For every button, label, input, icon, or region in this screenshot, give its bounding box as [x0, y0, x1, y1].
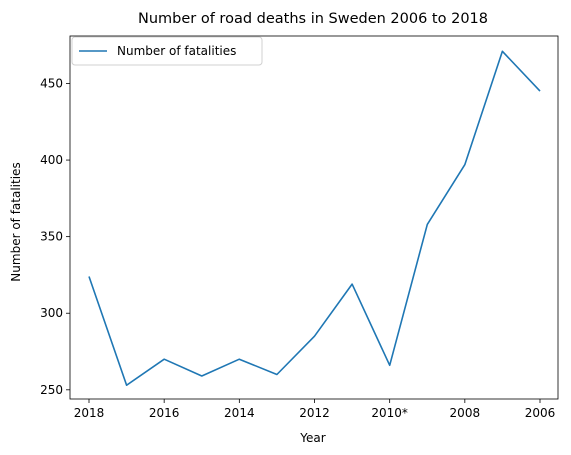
axes-frame — [69, 35, 559, 400]
legend: Number of fatalities — [71, 36, 263, 66]
x-tick-label: 2010* — [371, 406, 408, 420]
series-line — [88, 50, 541, 387]
y-tick-label: 400 — [40, 153, 63, 167]
legend-label: Number of fatalities — [117, 44, 236, 58]
x-tick-label: 2014 — [224, 406, 255, 420]
y-tick-label: 350 — [40, 230, 63, 244]
x-tick-label: 2006 — [525, 406, 556, 420]
legend-box — [71, 36, 263, 66]
y-tick-label: 250 — [40, 383, 63, 397]
x-tick-label: 2018 — [74, 406, 105, 420]
x-axis-label: Year — [299, 431, 325, 445]
chart-title: Number of road deaths in Sweden 2006 to … — [138, 11, 488, 27]
x-tick-label: 2012 — [299, 406, 330, 420]
y-tick-label: 300 — [40, 306, 63, 320]
x-tick-label: 2008 — [450, 406, 481, 420]
x-tick-label: 2016 — [149, 406, 180, 420]
y-axis-label: Number of fatalities — [9, 162, 23, 281]
plot-area: 250 300 350 400 450 2018 2016 2014 2012 2010* 2008… — [40, 35, 559, 420]
y-tick-label: 450 — [40, 76, 63, 90]
